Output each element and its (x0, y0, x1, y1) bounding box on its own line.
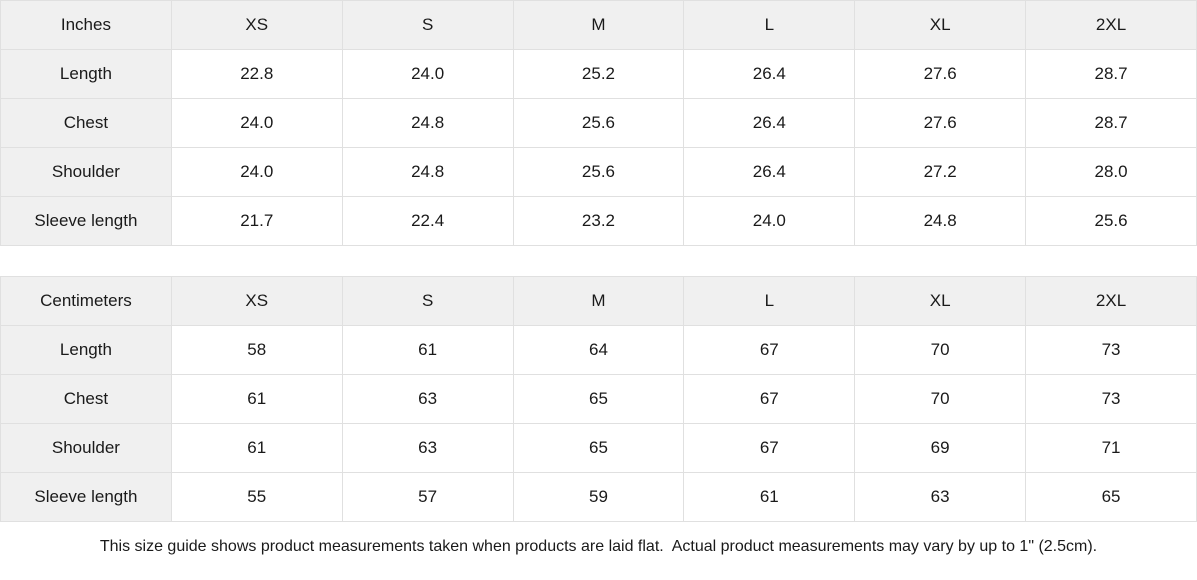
size-value-cell: 59 (512, 472, 685, 522)
size-value-cell: 25.6 (1025, 196, 1197, 246)
column-header-xs: XS (170, 0, 343, 50)
inches-size-table: Inches XS S M L XL 2XL Length 22.8 24.0 … (0, 0, 1197, 246)
size-value-cell: 28.7 (1025, 49, 1197, 99)
size-value-cell: 70 (854, 374, 1027, 424)
row-label-cell: Shoulder (0, 147, 172, 197)
size-value-cell: 24.0 (683, 196, 856, 246)
size-value-cell: 27.2 (854, 147, 1027, 197)
column-header-xl: XL (854, 0, 1027, 50)
size-value-cell: 25.2 (512, 49, 685, 99)
size-value-cell: 61 (683, 472, 856, 522)
centimeters-header-row: Centimeters XS S M L XL 2XL (0, 276, 1197, 326)
centimeters-size-table: Centimeters XS S M L XL 2XL Length 58 61… (0, 276, 1197, 522)
column-header-2xl: 2XL (1025, 0, 1197, 50)
row-label-cell: Sleeve length (0, 472, 172, 522)
size-value-cell: 22.4 (341, 196, 514, 246)
size-value-cell: 27.6 (854, 49, 1027, 99)
column-header-l: L (683, 0, 856, 50)
size-value-cell: 21.7 (170, 196, 343, 246)
column-header-xs: XS (170, 276, 343, 326)
table-row-sleeve-length: Sleeve length 55 57 59 61 63 65 (0, 472, 1197, 522)
column-header-2xl: 2XL (1025, 276, 1197, 326)
size-value-cell: 63 (341, 423, 514, 473)
column-header-m: M (512, 276, 685, 326)
size-value-cell: 24.8 (341, 147, 514, 197)
column-header-m: M (512, 0, 685, 50)
size-value-cell: 63 (854, 472, 1027, 522)
table-row-chest: Chest 61 63 65 67 70 73 (0, 374, 1197, 424)
size-value-cell: 65 (1025, 472, 1197, 522)
row-label-cell: Chest (0, 374, 172, 424)
size-value-cell: 64 (512, 325, 685, 375)
table-row-length: Length 58 61 64 67 70 73 (0, 325, 1197, 375)
size-value-cell: 67 (683, 325, 856, 375)
row-label-cell: Length (0, 49, 172, 99)
row-label-cell: Length (0, 325, 172, 375)
size-value-cell: 24.0 (170, 98, 343, 148)
unit-header-cell: Centimeters (0, 276, 172, 326)
row-label-cell: Shoulder (0, 423, 172, 473)
size-value-cell: 23.2 (512, 196, 685, 246)
size-value-cell: 26.4 (683, 147, 856, 197)
size-value-cell: 73 (1025, 374, 1197, 424)
size-value-cell: 57 (341, 472, 514, 522)
size-value-cell: 63 (341, 374, 514, 424)
size-value-cell: 61 (170, 423, 343, 473)
table-row-shoulder: Shoulder 24.0 24.8 25.6 26.4 27.2 28.0 (0, 147, 1197, 197)
table-row-length: Length 22.8 24.0 25.2 26.4 27.6 28.7 (0, 49, 1197, 99)
size-value-cell: 24.8 (341, 98, 514, 148)
size-value-cell: 67 (683, 374, 856, 424)
size-value-cell: 58 (170, 325, 343, 375)
row-label-cell: Sleeve length (0, 196, 172, 246)
column-header-s: S (341, 0, 514, 50)
inches-header-row: Inches XS S M L XL 2XL (0, 0, 1197, 50)
size-value-cell: 27.6 (854, 98, 1027, 148)
size-value-cell: 70 (854, 325, 1027, 375)
size-value-cell: 69 (854, 423, 1027, 473)
size-value-cell: 28.0 (1025, 147, 1197, 197)
size-value-cell: 25.6 (512, 98, 685, 148)
size-value-cell: 28.7 (1025, 98, 1197, 148)
table-spacer (0, 246, 1197, 276)
table-row-shoulder: Shoulder 61 63 65 67 69 71 (0, 423, 1197, 473)
row-label-cell: Chest (0, 98, 172, 148)
footer-note: This size guide shows product measuremen… (0, 522, 1197, 572)
size-value-cell: 65 (512, 423, 685, 473)
column-header-xl: XL (854, 276, 1027, 326)
size-value-cell: 73 (1025, 325, 1197, 375)
size-value-cell: 61 (170, 374, 343, 424)
size-value-cell: 61 (341, 325, 514, 375)
column-header-l: L (683, 276, 856, 326)
size-value-cell: 22.8 (170, 49, 343, 99)
size-value-cell: 26.4 (683, 49, 856, 99)
size-value-cell: 71 (1025, 423, 1197, 473)
table-row-sleeve-length: Sleeve length 21.7 22.4 23.2 24.0 24.8 2… (0, 196, 1197, 246)
size-value-cell: 24.0 (341, 49, 514, 99)
unit-header-cell: Inches (0, 0, 172, 50)
size-value-cell: 24.0 (170, 147, 343, 197)
table-row-chest: Chest 24.0 24.8 25.6 26.4 27.6 28.7 (0, 98, 1197, 148)
column-header-s: S (341, 276, 514, 326)
size-value-cell: 67 (683, 423, 856, 473)
size-value-cell: 25.6 (512, 147, 685, 197)
size-value-cell: 26.4 (683, 98, 856, 148)
size-value-cell: 65 (512, 374, 685, 424)
size-value-cell: 55 (170, 472, 343, 522)
size-value-cell: 24.8 (854, 196, 1027, 246)
